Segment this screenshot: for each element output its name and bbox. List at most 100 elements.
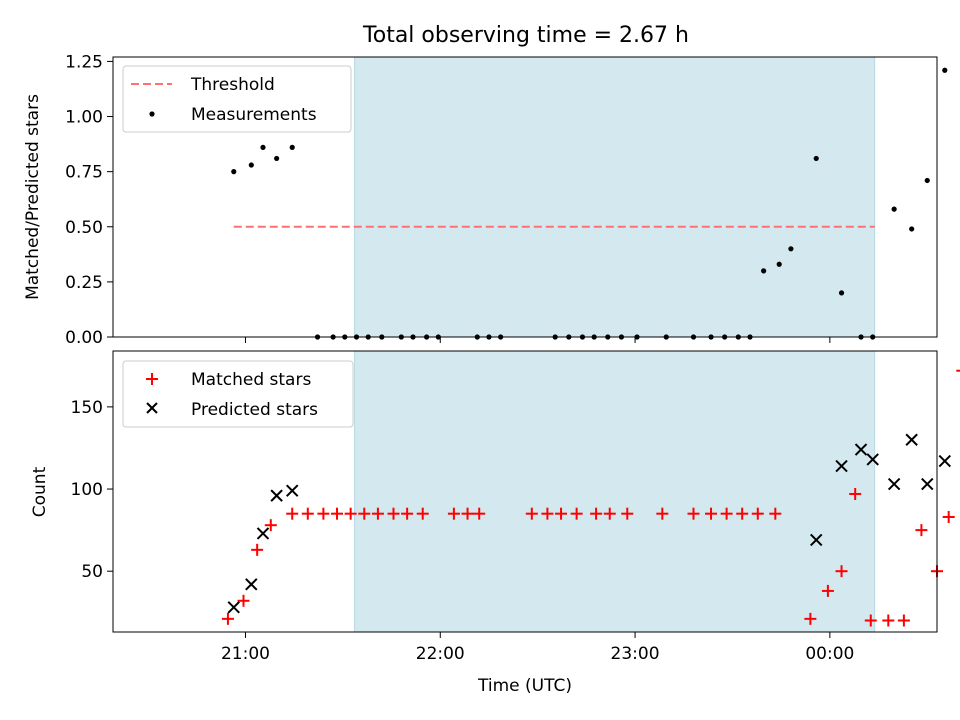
matched-star-point xyxy=(769,507,782,520)
matched-star-point xyxy=(687,507,700,520)
matched-star-point xyxy=(473,507,486,520)
matched-star-point xyxy=(736,507,749,520)
matched-star-point xyxy=(461,507,474,520)
predicted-star-point xyxy=(810,533,823,547)
matched-star-point xyxy=(849,487,862,500)
y-tick-label: 0.50 xyxy=(65,218,103,238)
y-tick-label: 0.00 xyxy=(65,328,103,348)
matched-star-point xyxy=(864,614,877,627)
matched-star-point xyxy=(956,369,960,372)
measurements-legend-swatch xyxy=(149,111,155,117)
predicted-star-point xyxy=(905,433,918,446)
matched-star-point xyxy=(237,594,250,607)
matched-star-point xyxy=(387,507,400,520)
x-tick-label: 22:00 xyxy=(416,644,465,664)
matched-star-point xyxy=(720,507,733,520)
matched-star-point xyxy=(821,584,834,597)
matched-star-point xyxy=(447,507,460,520)
matched-star-point xyxy=(344,507,357,520)
measurement-point xyxy=(942,67,948,73)
bottom-legend: Matched stars Predicted stars xyxy=(122,360,354,428)
matched-star-point xyxy=(555,507,568,520)
bottom-legend-box xyxy=(122,360,354,428)
matched-stars-legend-swatch xyxy=(146,373,158,385)
matched-star-point xyxy=(942,510,955,523)
y-tick-label: 0.25 xyxy=(65,273,103,293)
matched-star-point xyxy=(541,507,554,520)
predicted-stars-points xyxy=(227,433,951,614)
matched-star-point xyxy=(317,507,330,520)
measurement-point xyxy=(260,144,266,150)
matched-star-point xyxy=(371,507,384,520)
predicted-star-point xyxy=(245,578,258,591)
matched-star-point xyxy=(603,507,616,520)
measurement-point xyxy=(231,169,237,175)
predicted-star-point xyxy=(887,477,901,491)
observing-window-span xyxy=(354,56,876,338)
measurement-point xyxy=(924,177,930,184)
matched-star-point xyxy=(416,507,429,520)
matched-star-point xyxy=(656,507,669,520)
measurements-legend-label: Measurements xyxy=(191,105,317,125)
matched-star-point xyxy=(570,507,583,520)
matched-star-point xyxy=(751,507,764,520)
matched-star-point xyxy=(590,507,603,520)
ratio-panel: Total observing time = 2.67 h 0.000.250.… xyxy=(23,23,948,348)
measurement-point xyxy=(248,162,254,168)
matched-star-point xyxy=(401,507,414,520)
matched-star-point xyxy=(286,507,299,520)
predicted-star-point xyxy=(835,459,848,473)
predicted-star-point xyxy=(866,453,879,466)
predicted-star-point xyxy=(921,477,934,491)
measurement-point xyxy=(909,226,915,232)
measurement-point xyxy=(891,206,897,212)
matched-star-point xyxy=(705,507,718,520)
predicted-star-point xyxy=(270,489,283,502)
y-tick-label: 1.25 xyxy=(65,52,103,72)
predicted-star-point xyxy=(227,601,240,614)
bottom-y-axis-label: Count xyxy=(30,466,50,517)
measurement-point xyxy=(776,261,782,267)
y-tick-label: 0.75 xyxy=(65,163,103,183)
predicted-star-point xyxy=(286,484,299,497)
y-tick-label: 150 xyxy=(71,398,103,418)
x-axis-label: Time (UTC) xyxy=(477,676,572,696)
predicted-stars-legend-swatch xyxy=(146,402,158,414)
bottom-y-ticks: 50 100 150 xyxy=(71,398,113,582)
threshold-legend-label: Threshold xyxy=(190,75,275,95)
matched-stars-legend-label: Matched stars xyxy=(191,370,311,390)
observing-window-span-bottom xyxy=(354,350,876,633)
matched-star-point xyxy=(525,507,538,520)
measurement-point xyxy=(761,268,767,274)
matched-star-point xyxy=(621,507,634,520)
matched-star-point xyxy=(301,507,314,520)
measurement-point xyxy=(289,144,295,150)
y-tick-label: 50 xyxy=(81,562,103,582)
matched-star-point xyxy=(358,507,371,520)
matched-star-point xyxy=(331,507,344,520)
x-tick-label: 00:00 xyxy=(805,644,854,664)
matched-star-point xyxy=(251,543,264,556)
matched-star-point xyxy=(882,614,895,627)
top-legend: Threshold Measurements xyxy=(122,65,352,133)
matched-star-point xyxy=(221,612,234,625)
measurement-point xyxy=(274,155,280,162)
matched-star-point xyxy=(835,565,848,578)
measurement-point xyxy=(838,290,845,296)
x-tick-label: 23:00 xyxy=(611,644,660,664)
predicted-star-point xyxy=(854,443,868,456)
y-tick-label: 1.00 xyxy=(65,108,103,128)
matched-star-point xyxy=(915,524,928,537)
top-legend-box xyxy=(122,65,352,133)
measurements-points xyxy=(231,67,948,340)
matched-star-point xyxy=(264,519,277,532)
top-plot-frame xyxy=(112,56,938,338)
top-y-ticks: 0.00 0.25 0.50 0.75 1.00 1.25 xyxy=(65,52,113,348)
measurement-point xyxy=(813,155,819,162)
top-y-axis-label: Matched/Predicted stars xyxy=(23,94,43,300)
bottom-plot-frame xyxy=(112,350,938,633)
y-tick-label: 100 xyxy=(71,480,103,500)
